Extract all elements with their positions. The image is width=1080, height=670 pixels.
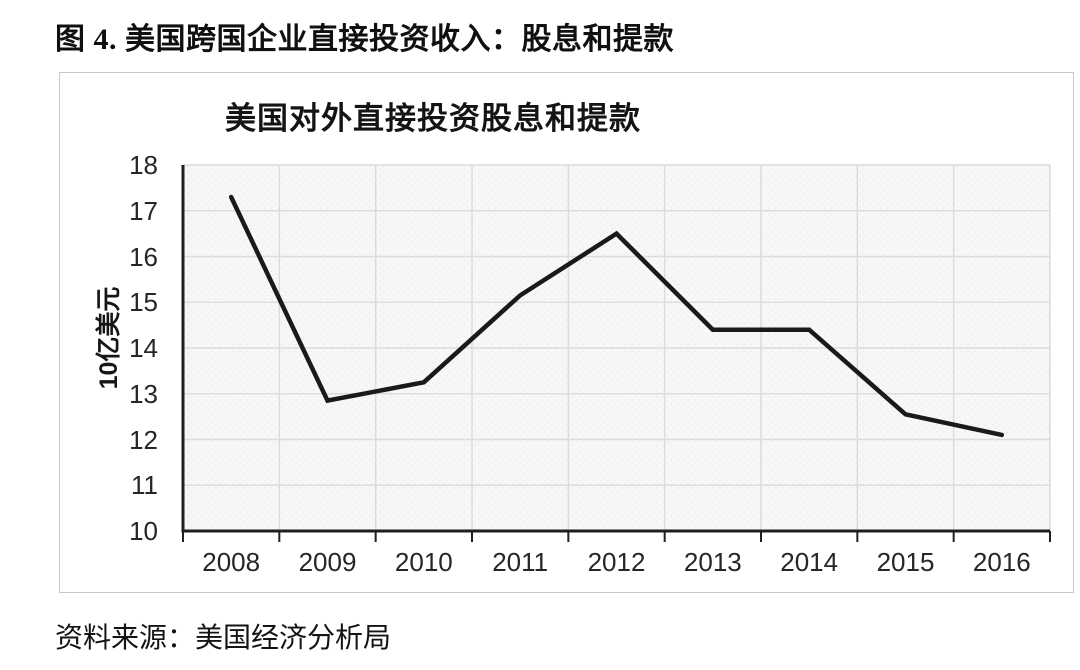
gridlines <box>183 164 1051 531</box>
line-chart <box>181 164 1051 542</box>
chart-title: 美国对外直接投资股息和提款 <box>225 101 641 136</box>
axes <box>181 165 1050 533</box>
axis-tick-marks <box>182 531 1051 542</box>
chart-panel: 美国对外直接投资股息和提款 10亿美元 10 11 12 13 14 15 16 17 18 2… <box>59 72 1074 593</box>
source-note: 资料来源：美国经济分析局 <box>55 623 392 654</box>
figure-caption: 图 4. 美国跨国企业直接投资收入：股息和提款 <box>55 23 674 56</box>
data-line <box>228 194 1005 438</box>
series-line <box>228 194 1005 438</box>
